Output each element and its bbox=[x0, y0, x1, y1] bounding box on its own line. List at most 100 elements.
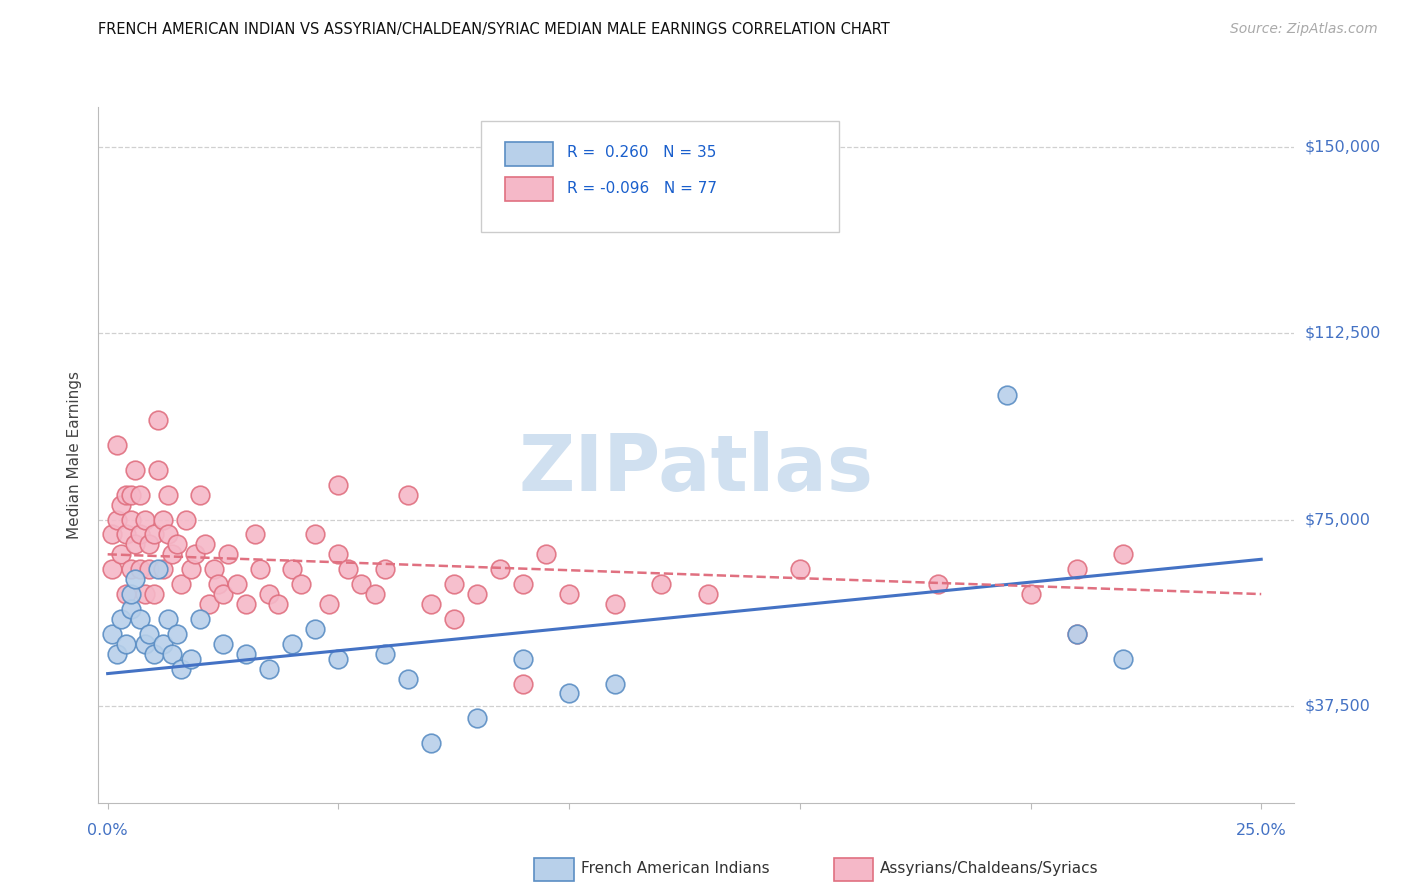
Point bbox=[105, 438, 128, 452]
Point bbox=[396, 488, 419, 502]
Point bbox=[558, 686, 581, 700]
Point bbox=[1112, 651, 1135, 665]
Point bbox=[605, 597, 627, 611]
Point bbox=[110, 498, 132, 512]
Point bbox=[443, 612, 465, 626]
Point bbox=[328, 651, 350, 665]
Point bbox=[281, 562, 304, 576]
Point bbox=[170, 577, 193, 591]
Point bbox=[142, 647, 165, 661]
Point bbox=[373, 562, 395, 576]
Point bbox=[257, 662, 280, 676]
Text: R = -0.096   N = 77: R = -0.096 N = 77 bbox=[567, 181, 717, 196]
Point bbox=[225, 577, 247, 591]
Point bbox=[1066, 627, 1088, 641]
Point bbox=[105, 647, 128, 661]
Point bbox=[134, 637, 156, 651]
Point bbox=[129, 612, 152, 626]
Point bbox=[174, 512, 197, 526]
Point bbox=[696, 587, 718, 601]
Point bbox=[148, 562, 170, 576]
Text: $150,000: $150,000 bbox=[1305, 139, 1381, 154]
Point bbox=[257, 587, 280, 601]
Point bbox=[156, 527, 179, 541]
Point bbox=[120, 587, 142, 601]
Text: Assyrians/Chaldeans/Syriacs: Assyrians/Chaldeans/Syriacs bbox=[880, 862, 1098, 876]
Point bbox=[1112, 547, 1135, 561]
Point bbox=[101, 627, 124, 641]
Point bbox=[212, 587, 235, 601]
Point bbox=[129, 488, 152, 502]
Point bbox=[789, 562, 811, 576]
Point bbox=[336, 562, 359, 576]
Point bbox=[364, 587, 387, 601]
Point bbox=[188, 612, 211, 626]
Point bbox=[142, 587, 165, 601]
Point bbox=[249, 562, 271, 576]
Point bbox=[489, 562, 512, 576]
Point bbox=[134, 587, 156, 601]
Point bbox=[1066, 562, 1088, 576]
Point bbox=[997, 388, 1019, 402]
Text: ZIPatlas: ZIPatlas bbox=[519, 431, 873, 507]
Point bbox=[115, 637, 138, 651]
Point bbox=[534, 547, 557, 561]
Text: FRENCH AMERICAN INDIAN VS ASSYRIAN/CHALDEAN/SYRIAC MEDIAN MALE EARNINGS CORRELAT: FRENCH AMERICAN INDIAN VS ASSYRIAN/CHALD… bbox=[98, 22, 890, 37]
Point bbox=[465, 587, 488, 601]
Point bbox=[180, 562, 202, 576]
Point bbox=[512, 651, 534, 665]
Point bbox=[152, 562, 174, 576]
Point bbox=[188, 488, 211, 502]
Point bbox=[419, 736, 441, 750]
Point bbox=[184, 547, 207, 561]
Point bbox=[180, 651, 202, 665]
Point bbox=[318, 597, 340, 611]
Point bbox=[138, 537, 160, 551]
Point bbox=[120, 512, 142, 526]
Point bbox=[124, 572, 146, 586]
Point bbox=[419, 597, 441, 611]
FancyBboxPatch shape bbox=[505, 177, 553, 201]
Text: 25.0%: 25.0% bbox=[1236, 822, 1286, 838]
Point bbox=[156, 612, 179, 626]
Point bbox=[115, 527, 138, 541]
Point bbox=[120, 602, 142, 616]
Point bbox=[304, 527, 326, 541]
Point bbox=[396, 672, 419, 686]
FancyBboxPatch shape bbox=[481, 121, 839, 232]
Point bbox=[138, 562, 160, 576]
Point bbox=[558, 587, 581, 601]
Point bbox=[217, 547, 239, 561]
FancyBboxPatch shape bbox=[505, 142, 553, 166]
Point bbox=[465, 711, 488, 725]
Point bbox=[281, 637, 304, 651]
Point bbox=[170, 662, 193, 676]
Point bbox=[101, 562, 124, 576]
Point bbox=[304, 622, 326, 636]
Point bbox=[328, 547, 350, 561]
Point bbox=[1019, 587, 1042, 601]
Point bbox=[138, 627, 160, 641]
Point bbox=[212, 637, 235, 651]
Point bbox=[110, 612, 132, 626]
Point bbox=[605, 676, 627, 690]
Point bbox=[101, 527, 124, 541]
Text: $37,500: $37,500 bbox=[1305, 698, 1371, 714]
Point bbox=[156, 488, 179, 502]
Text: R =  0.260   N = 35: R = 0.260 N = 35 bbox=[567, 145, 716, 161]
Point bbox=[129, 562, 152, 576]
Point bbox=[162, 547, 184, 561]
Point bbox=[166, 627, 188, 641]
Text: $75,000: $75,000 bbox=[1305, 512, 1371, 527]
Point bbox=[373, 647, 395, 661]
Point bbox=[166, 537, 188, 551]
Point bbox=[134, 512, 156, 526]
Point bbox=[162, 647, 184, 661]
Y-axis label: Median Male Earnings: Median Male Earnings bbox=[67, 371, 83, 539]
Point bbox=[152, 512, 174, 526]
Point bbox=[129, 527, 152, 541]
Point bbox=[207, 577, 229, 591]
Point bbox=[115, 488, 138, 502]
Point bbox=[512, 577, 534, 591]
Point bbox=[650, 577, 672, 591]
